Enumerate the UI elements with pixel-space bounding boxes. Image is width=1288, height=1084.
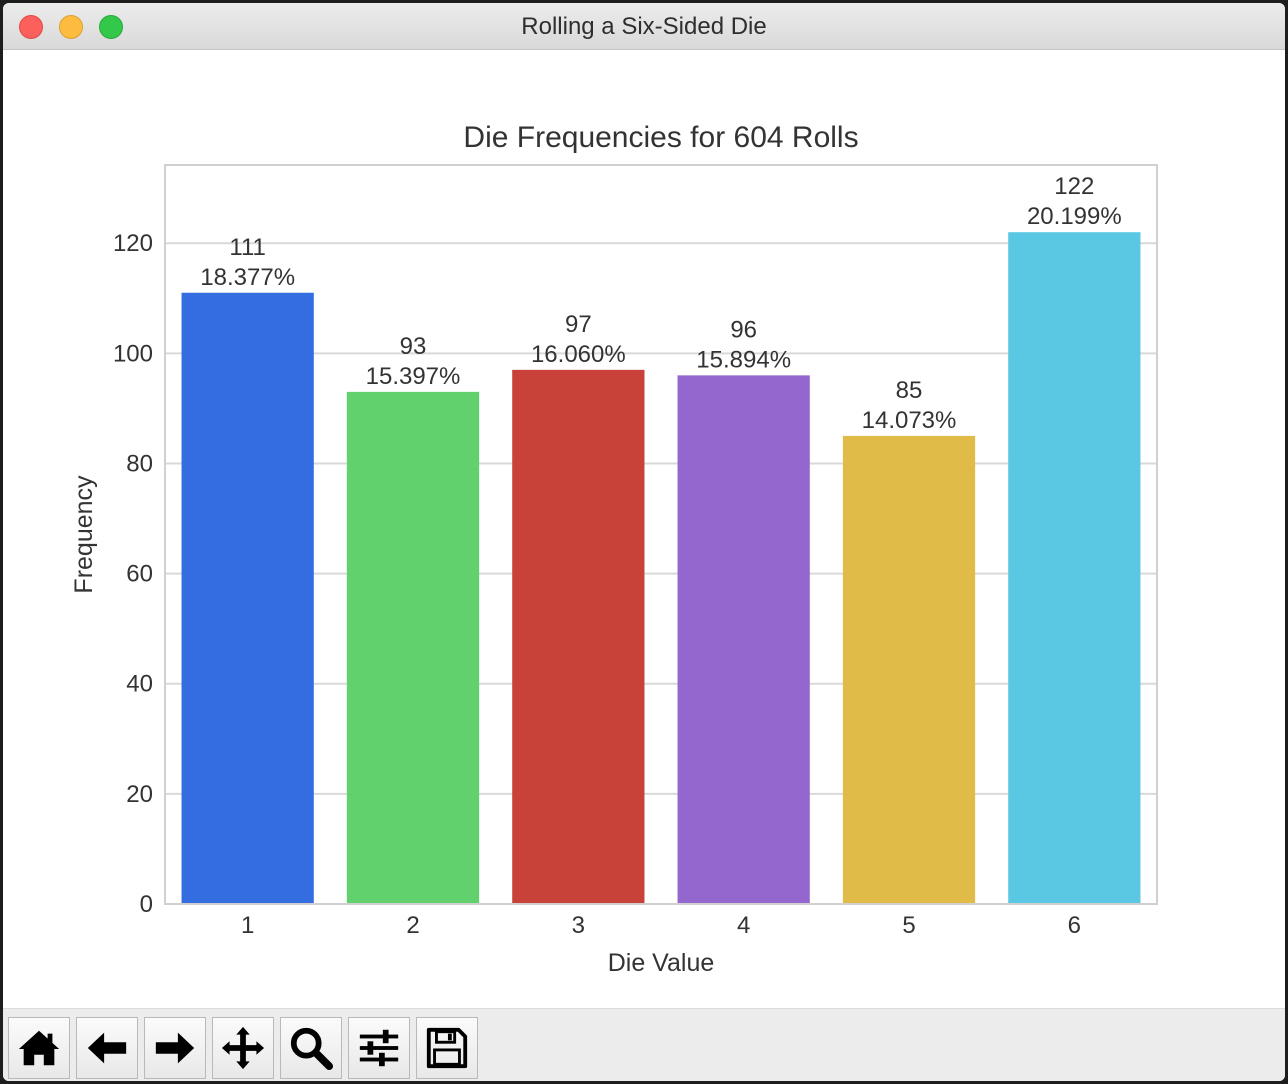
minimize-window-button[interactable] [59, 15, 83, 39]
bar-count-label: 93 [400, 333, 427, 360]
save-button[interactable] [416, 1017, 478, 1079]
y-tick-label: 0 [140, 891, 153, 918]
bar-percent-label: 20.199% [1027, 203, 1122, 230]
bar-chart: 0 20 40 60 80 100 120 111 18.377% 1 93 15.397% 2 97 16… [70, 121, 1158, 977]
bar [1008, 232, 1141, 904]
arrow-right-icon [155, 1032, 195, 1064]
y-tick-label: 100 [113, 340, 153, 367]
y-tick-label: 20 [126, 781, 153, 808]
magnifier-icon [290, 1027, 334, 1071]
bar [512, 369, 645, 904]
x-tick-label: 2 [406, 912, 419, 939]
y-tick-label: 80 [126, 450, 153, 477]
x-tick-label: 3 [572, 912, 585, 939]
window-title: Rolling a Six-Sided Die [521, 13, 767, 40]
x-tick-label: 6 [1068, 912, 1081, 939]
y-tick-label: 40 [126, 671, 153, 698]
bar-count-label: 97 [565, 311, 592, 338]
pan-button[interactable] [212, 1017, 274, 1079]
y-axis-label: Frequency [70, 475, 98, 594]
bar [842, 435, 976, 904]
x-tick-label: 1 [241, 912, 254, 939]
bar-count-label: 85 [896, 377, 923, 404]
chart-title: Die Frequencies for 604 Rolls [463, 121, 858, 154]
forward-button[interactable] [144, 1017, 206, 1079]
bar-percent-label: 15.894% [696, 346, 791, 373]
maximize-window-button[interactable] [99, 15, 123, 39]
chart-canvas: 0 20 40 60 80 100 120 111 18.377% 1 93 15.397% 2 97 16… [3, 49, 1285, 1009]
bar [677, 375, 810, 904]
bar [181, 292, 314, 904]
bar-percent-label: 18.377% [200, 264, 295, 291]
back-button[interactable] [76, 1017, 138, 1079]
y-tick-label: 120 [113, 230, 153, 257]
title-bar: Rolling a Six-Sided Die [3, 3, 1285, 50]
navigation-toolbar [3, 1008, 1285, 1081]
bar-count-label: 122 [1054, 173, 1094, 200]
move-icon [221, 1026, 265, 1070]
sliders-icon [359, 1029, 399, 1067]
bar-percent-label: 15.397% [366, 363, 461, 390]
zoom-button[interactable] [280, 1017, 342, 1079]
bar-percent-label: 14.073% [862, 407, 957, 434]
bar-percent-label: 16.060% [531, 341, 626, 368]
x-tick-label: 5 [902, 912, 915, 939]
plot-frame [164, 164, 1158, 905]
y-tick-label: 60 [126, 561, 153, 588]
x-tick-label: 4 [737, 912, 750, 939]
bar [346, 391, 480, 904]
home-button[interactable] [8, 1017, 70, 1079]
x-axis-label: Die Value [608, 949, 715, 977]
configure-subplots-button[interactable] [348, 1017, 410, 1079]
floppy-disk-icon [426, 1027, 468, 1069]
close-window-button[interactable] [19, 15, 43, 39]
arrow-left-icon [87, 1032, 127, 1064]
bar-count-label: 96 [730, 316, 757, 343]
bar-count-label: 111 [229, 234, 265, 261]
home-icon [18, 1030, 60, 1066]
app-window: Rolling a Six-Sided Die 0 20 40 60 80 100 120 1… [3, 3, 1285, 1081]
